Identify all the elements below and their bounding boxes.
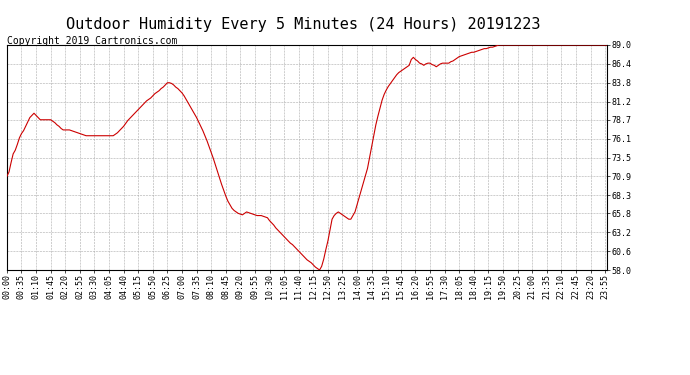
Text: Copyright 2019 Cartronics.com: Copyright 2019 Cartronics.com <box>7 36 177 46</box>
Text: Humidity  (%): Humidity (%) <box>482 19 553 28</box>
Text: Outdoor Humidity Every 5 Minutes (24 Hours) 20191223: Outdoor Humidity Every 5 Minutes (24 Hou… <box>66 17 541 32</box>
